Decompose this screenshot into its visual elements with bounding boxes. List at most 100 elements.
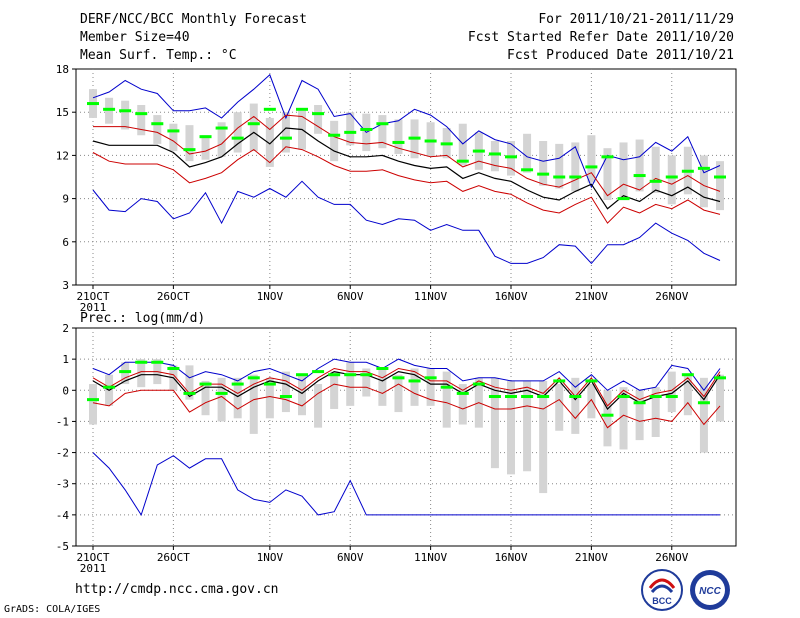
- bcc-logo-text: BCC: [652, 596, 672, 606]
- prec-median-mark: [553, 379, 566, 383]
- prec-median-mark: [424, 376, 437, 380]
- prec-median-mark: [521, 395, 534, 399]
- temp-x-tick-label: 1NOV: [257, 290, 284, 303]
- prec-median-mark: [151, 360, 164, 364]
- prec-median-mark: [681, 373, 694, 377]
- prec-x-tick-label: 21OCT: [76, 551, 109, 564]
- temp-box: [169, 123, 178, 152]
- prec-box: [651, 387, 660, 437]
- temp-median-mark: [376, 122, 389, 126]
- temp-median-mark: [617, 197, 630, 201]
- temp-median-mark: [231, 136, 244, 140]
- temp-box: [281, 112, 290, 153]
- prec-plot-frame: [75, 327, 737, 547]
- temp-median-mark: [199, 135, 212, 139]
- prec-median-mark: [199, 382, 212, 386]
- temp-y-tick-label: 3: [62, 279, 69, 292]
- prec-mean-line: [92, 370, 721, 410]
- prec-median-mark: [392, 376, 405, 380]
- temp-box: [603, 148, 612, 201]
- prec-y-tick-label: -1: [56, 415, 69, 428]
- prec-box: [523, 380, 532, 472]
- prec-y-tick-label: -2: [56, 447, 69, 460]
- prec-median-mark: [440, 385, 453, 389]
- prec-median-mark: [665, 395, 678, 399]
- temp-y-tick-label: 15: [56, 106, 69, 119]
- forecast-period: For 2011/10/21-2011/11/29: [538, 12, 734, 27]
- prec-box: [249, 374, 258, 434]
- temp-median-mark: [456, 159, 469, 163]
- prec-median-mark: [360, 373, 373, 377]
- prec-box: [314, 384, 323, 428]
- prec-median-mark: [167, 366, 180, 370]
- temp-median-mark: [569, 175, 582, 179]
- prec-median-mark: [183, 391, 196, 395]
- prec-box: [587, 384, 596, 419]
- prec-median-mark: [312, 370, 325, 374]
- temp-y-tick-label: 9: [62, 193, 69, 206]
- prec-median-mark: [505, 395, 517, 399]
- prec-x-tick-label: 11NOV: [414, 551, 447, 564]
- prec-median-mark: [617, 395, 630, 399]
- temp-median-mark: [424, 139, 437, 143]
- temp-x-tick-label: 26NOV: [655, 290, 688, 303]
- prec-y-tick-label: -3: [56, 478, 69, 491]
- temp-median-mark: [279, 136, 292, 140]
- prec-median-mark: [103, 385, 116, 389]
- prec-x-tick-label: 16NOV: [494, 551, 527, 564]
- temp-median-mark: [167, 129, 180, 133]
- prec-median-mark: [247, 376, 260, 380]
- temp-x-tick-label: 26OCT: [157, 290, 190, 303]
- prec-box: [490, 377, 499, 469]
- temp-box: [635, 139, 644, 192]
- temp-median-mark: [697, 166, 710, 170]
- prec-median-mark: [87, 398, 99, 402]
- temp-median-mark: [408, 136, 421, 140]
- prec-box: [683, 374, 692, 416]
- prec-box: [281, 371, 290, 413]
- temp-y-tick-label: 6: [62, 236, 69, 249]
- prec-y-tick-label: -4: [56, 509, 70, 522]
- prec-y-tick-label: -5: [56, 540, 69, 553]
- temp-box: [490, 141, 499, 172]
- temp-box: [394, 119, 403, 154]
- variable-label: Mean Surf. Temp.: °C: [80, 48, 237, 63]
- prec-median-mark: [569, 395, 582, 399]
- temp-median-mark: [440, 142, 453, 146]
- temp-median-mark: [119, 109, 132, 113]
- chart-title: DERF/NCC/BCC Monthly Forecast: [80, 12, 307, 27]
- temp-box: [619, 142, 628, 201]
- prec-median-mark: [231, 382, 244, 386]
- prec-lower-line: [92, 383, 721, 429]
- temp-box: [121, 100, 130, 130]
- prec-box: [233, 377, 242, 419]
- prec-box: [410, 368, 419, 406]
- temp-median-mark: [135, 112, 148, 116]
- prec-box: [201, 380, 210, 416]
- temp-box: [314, 105, 323, 134]
- prec-box: [378, 368, 387, 406]
- temp-box: [233, 112, 242, 153]
- temp-x-tick-label: 6NOV: [337, 290, 364, 303]
- prec-median-mark: [697, 401, 710, 405]
- prec-x-tick-label: 6NOV: [337, 551, 364, 564]
- temp-box: [571, 142, 580, 192]
- temp-box: [137, 105, 146, 136]
- prec-box: [394, 374, 403, 413]
- temp-median-mark: [312, 112, 325, 116]
- prec-median-mark: [344, 373, 357, 377]
- temp-y-tick-label: 12: [56, 149, 69, 162]
- temp-median-mark: [505, 155, 517, 159]
- temp-median-mark: [328, 133, 341, 137]
- temp-median-mark: [633, 174, 646, 178]
- prec-box: [362, 368, 371, 397]
- temp-box: [201, 135, 210, 160]
- prec-median-mark: [488, 395, 501, 399]
- temp-min-line: [92, 180, 721, 265]
- prec-box: [89, 384, 97, 425]
- temp-box: [330, 120, 339, 162]
- source-url[interactable]: http://cmdp.ncc.cma.gov.cn: [75, 582, 279, 597]
- ncc-logo-text: NCC: [699, 586, 721, 597]
- temp-box: [265, 117, 274, 167]
